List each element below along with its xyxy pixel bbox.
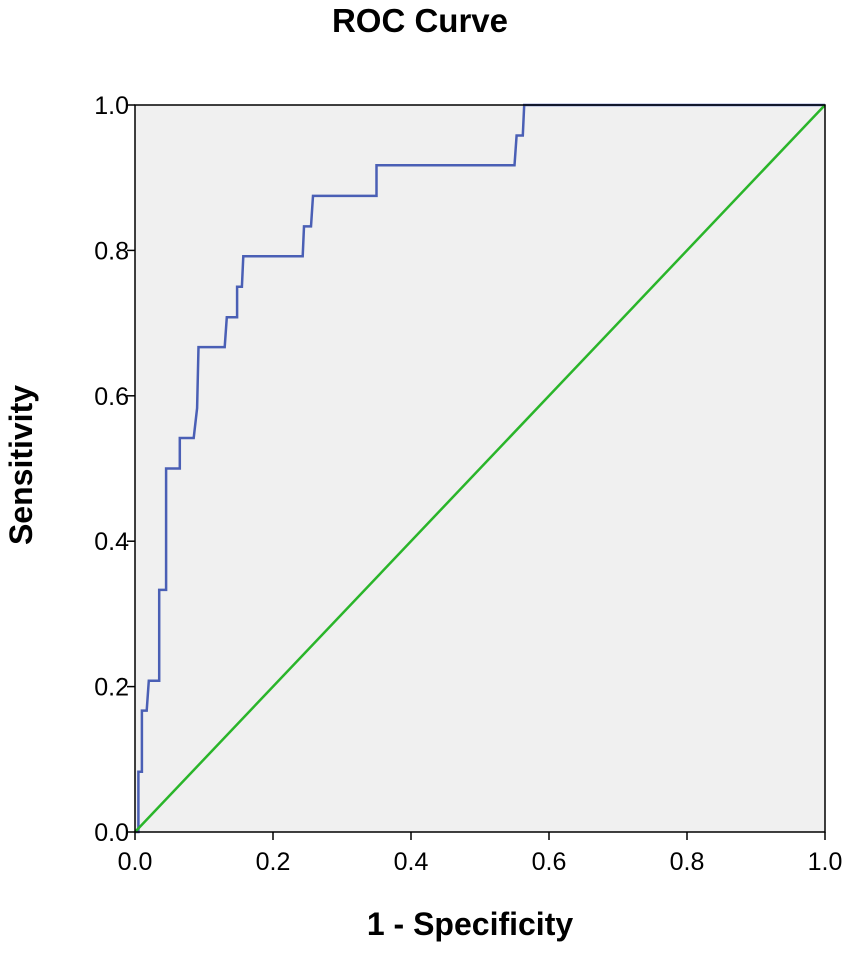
chart-title: ROC Curve bbox=[332, 2, 508, 39]
series-layer bbox=[134, 103, 826, 834]
x-tick-label: 0.8 bbox=[670, 848, 705, 876]
x-tick-label: 0.0 bbox=[118, 848, 153, 876]
plot-frame bbox=[134, 104, 826, 833]
y-tick-label: 0.2 bbox=[94, 674, 129, 702]
roc-curve-line bbox=[135, 103, 825, 834]
y-tick-label: 1.0 bbox=[94, 92, 129, 120]
y-tick-label: 0.4 bbox=[94, 528, 129, 556]
reference-diagonal-line bbox=[134, 104, 826, 833]
y-tick-label: 0.8 bbox=[94, 237, 129, 265]
x-tick-label: 1.0 bbox=[808, 848, 843, 876]
y-axis: 0.0 0.2 0.4 0.6 0.8 1.0 bbox=[94, 92, 135, 847]
x-tick-label: 0.2 bbox=[256, 848, 291, 876]
x-tick-label: 0.4 bbox=[394, 848, 429, 876]
x-axis: 0.0 0.2 0.4 0.6 0.8 1.0 bbox=[118, 832, 843, 876]
y-tick-label: 0.6 bbox=[94, 383, 129, 411]
x-tick-label: 0.6 bbox=[532, 848, 567, 876]
y-tick-label: 0.0 bbox=[94, 819, 129, 847]
x-axis-label: 1 - Specificity bbox=[367, 906, 574, 942]
y-axis-label: Sensitivity bbox=[3, 385, 39, 545]
